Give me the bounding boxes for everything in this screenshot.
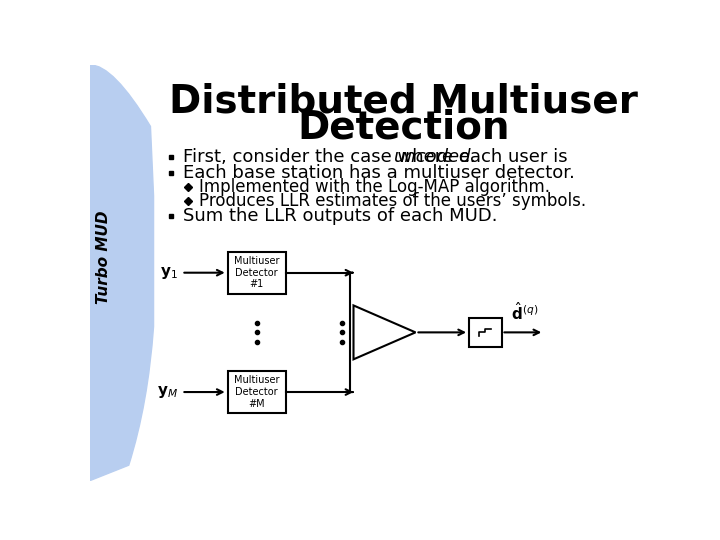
Text: Detection: Detection — [297, 109, 510, 147]
PathPatch shape — [90, 65, 153, 481]
Text: Sum the LLR outputs of each MUD.: Sum the LLR outputs of each MUD. — [183, 207, 498, 226]
Polygon shape — [354, 306, 415, 359]
Text: uncoded.: uncoded. — [394, 148, 477, 166]
Bar — [228, 252, 286, 294]
Text: Distributed Multiuser: Distributed Multiuser — [169, 83, 639, 121]
Bar — [228, 371, 286, 413]
Text: $\mathbf{y}_1$: $\mathbf{y}_1$ — [160, 265, 178, 281]
Text: $\mathbf{y}_M$: $\mathbf{y}_M$ — [156, 384, 178, 400]
Text: First, consider the case where each user is: First, consider the case where each user… — [183, 148, 573, 166]
Text: Multiuser
Detector
#M: Multiuser Detector #M — [234, 375, 279, 409]
Text: Implemented with the Log-MAP algorithm.: Implemented with the Log-MAP algorithm. — [199, 178, 550, 196]
Text: Each base station has a multiuser detector.: Each base station has a multiuser detect… — [183, 164, 575, 181]
Text: $\hat{\mathbf{d}}^{(q)}$: $\hat{\mathbf{d}}^{(q)}$ — [510, 301, 538, 323]
Text: Produces LLR estimates of the users’ symbols.: Produces LLR estimates of the users’ sym… — [199, 192, 586, 210]
Bar — [469, 318, 502, 347]
Text: Multiuser
Detector
#1: Multiuser Detector #1 — [234, 256, 279, 289]
Text: Turbo MUD: Turbo MUD — [96, 211, 112, 304]
